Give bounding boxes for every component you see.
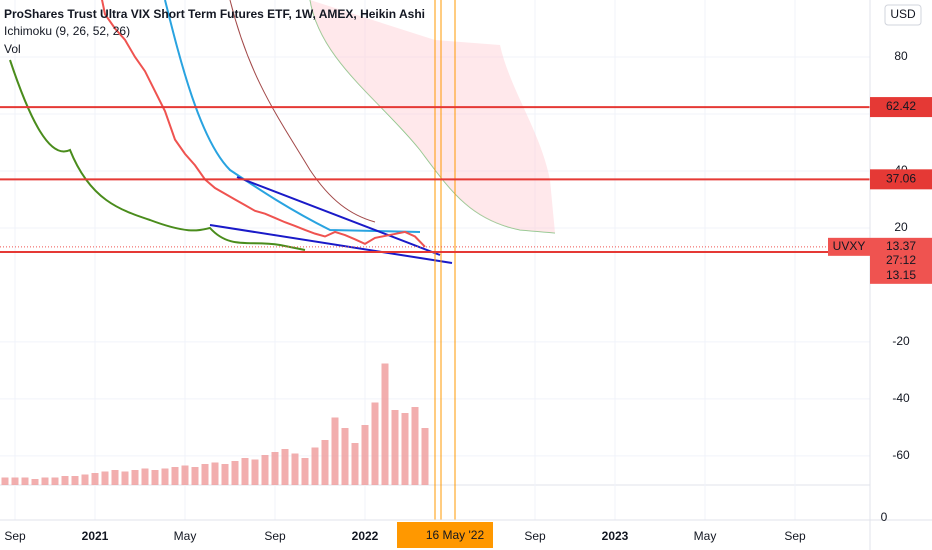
x-tick-label: 2023 [602,529,629,543]
trendline [209,224,453,264]
date-marker-label: 16 May '22 [426,528,485,542]
indicator-label: Ichimoku (9, 26, 52, 26) [4,24,130,38]
y-tick-label: 20 [894,220,908,234]
volume-bar [91,473,99,485]
volume-bar [221,464,229,485]
tenkan [164,0,421,233]
volume-bar [1,477,9,485]
prev-price: 13.15 [886,268,916,282]
y-tick-label: 80 [894,49,908,63]
volume-bar [51,477,59,485]
volume-bar [121,471,129,485]
volume-bar [131,470,139,485]
x-tick-label: Sep [784,529,806,543]
volume-bar [381,363,389,485]
chart-title: ProShares Trust Ultra VIX Short Term Fut… [4,7,425,21]
trendline [236,176,441,256]
overlay: 80604020-20-40-600Sep2021MaySep2022MaySe… [4,49,932,548]
x-tick-label: 2021 [82,529,109,543]
price-tag [870,237,932,284]
x-tick-label: May [694,529,717,543]
y-tick-label: -60 [892,448,910,462]
senkou-a [309,0,556,234]
level-tag-label: 62.42 [886,99,916,113]
date-marker-tag [397,522,493,548]
volume-bar [81,474,89,485]
volume-bar [11,477,19,485]
level-tag-label: 37.06 [886,172,916,186]
indicator-label: Vol [4,42,21,56]
x-tick-label: Sep [264,529,286,543]
volume-bar [331,417,339,485]
countdown: 27:12 [886,253,916,267]
level-tag [870,97,932,118]
marks [0,0,870,485]
chikou [9,59,306,251]
volume-bar [21,477,29,485]
y2-tick-label: 0 [881,510,888,524]
volume-bar [181,465,189,485]
x-tick-label: May [174,529,197,543]
volume-bar [361,425,369,485]
volume-bar [41,477,49,485]
volume-bar [191,467,199,485]
volume-bar [301,458,309,485]
volume-bar [351,443,359,485]
symbol-tag [828,237,870,256]
volume-bar [391,410,399,485]
ichimoku [9,0,556,520]
volume-bar [371,402,379,485]
volume-bar [281,449,289,485]
volume-bar [411,407,419,485]
currency-button[interactable] [884,4,922,26]
volume-bar [251,459,259,485]
volume-bar [261,455,269,485]
x-tick-label: Sep [524,529,546,543]
volume-bar [201,464,209,485]
volume-bar [291,453,299,485]
y-tick-label: -20 [892,334,910,348]
x-tick-label: 2022 [352,529,379,543]
price-line [101,0,426,248]
currency[interactable]: USD [890,7,916,21]
volume-bar [231,461,239,485]
volume-bar [141,468,149,485]
volume-bar [401,413,409,485]
volume-bar [341,428,349,485]
price-tag-label: 13.37 [886,239,916,253]
y-tick-label: -40 [892,391,910,405]
volume-bar [61,476,69,485]
volume-bar [151,470,159,485]
volume-bar [271,452,279,485]
volume-bar [321,440,329,485]
symbol-tag-label: UVXY [833,239,866,253]
cloud [310,0,555,233]
volume-bar [171,467,179,485]
x-tick-label: Sep [4,529,26,543]
volume-bar [161,468,169,485]
volume-bar [211,462,219,485]
volume-bar [111,470,119,485]
volume-bar [311,447,319,485]
level-tag [870,169,932,190]
kijun [229,0,376,223]
volume-bar [101,471,109,485]
volume-bar [421,428,429,485]
volume-bar [71,476,79,485]
volume-bar [241,458,249,485]
volume-bar [31,479,39,485]
